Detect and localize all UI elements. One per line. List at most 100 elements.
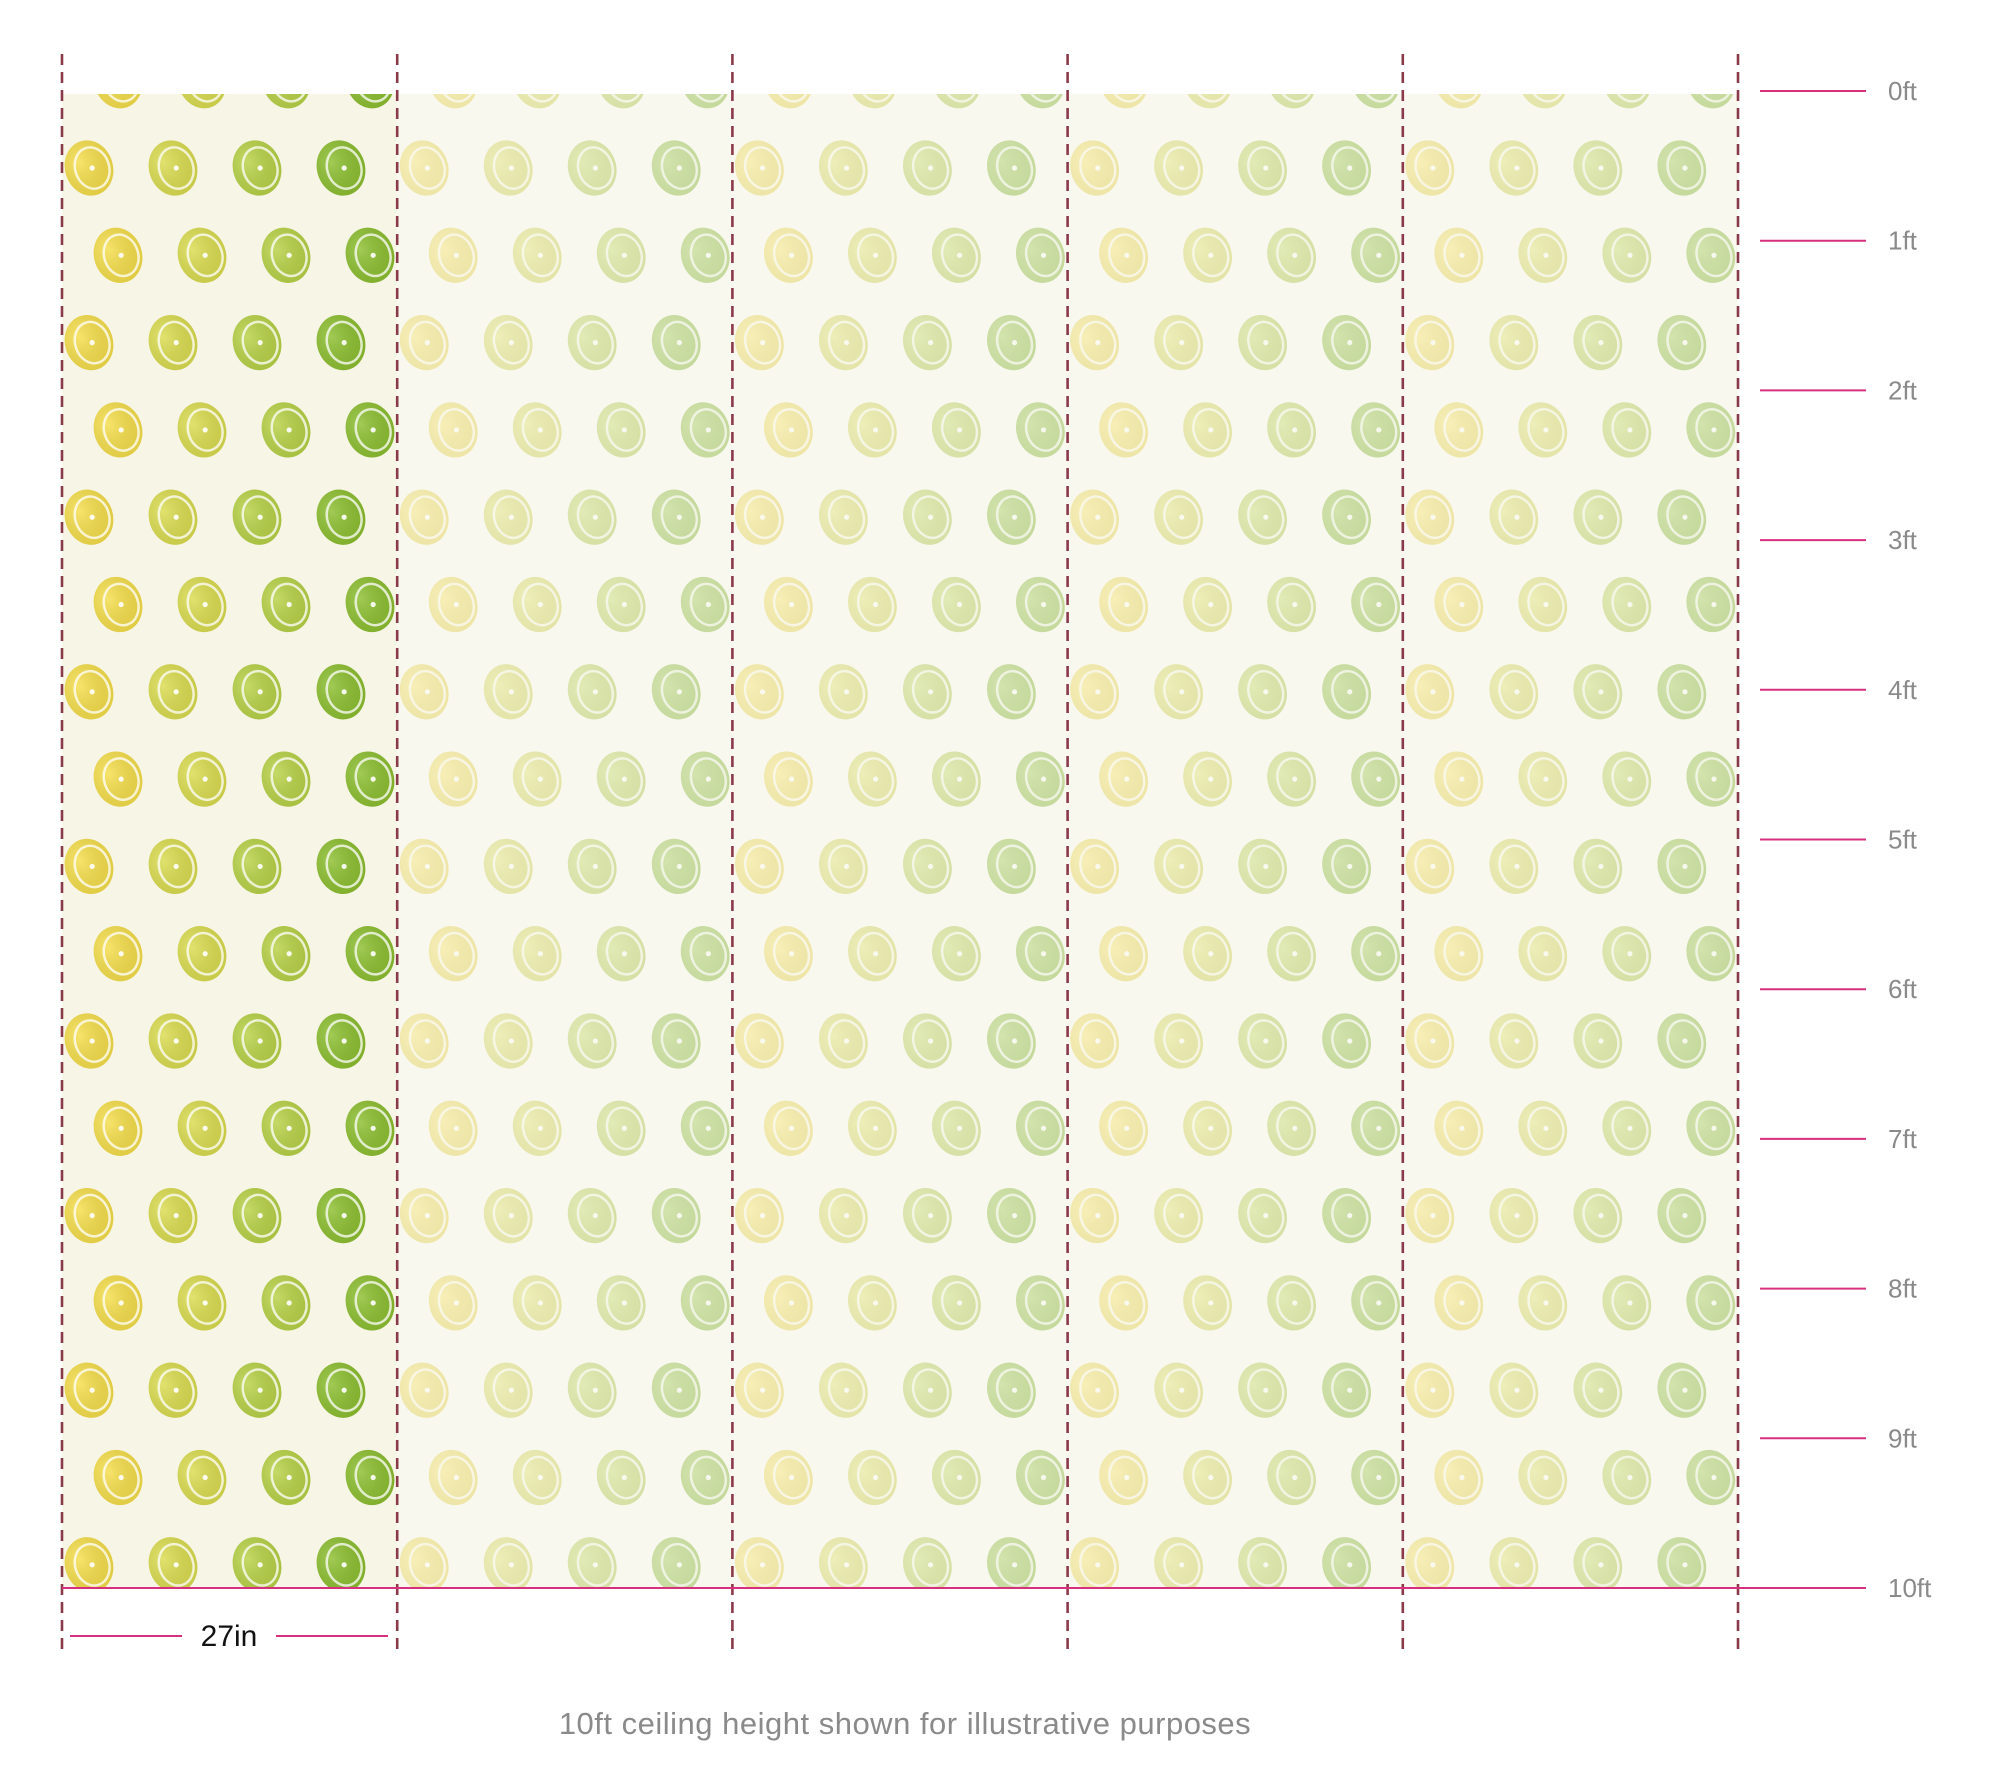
citrus-half-icon: [651, 1362, 701, 1418]
citrus-half-icon: [986, 1362, 1036, 1418]
citrus-half-icon: [1434, 227, 1484, 283]
citrus-half-icon: [1573, 314, 1623, 371]
citrus-half-icon: [87, 1618, 150, 1686]
citrus-half-icon: [986, 314, 1036, 371]
citrus-half-icon: [596, 402, 646, 458]
citrus-half-icon: [1154, 1362, 1204, 1418]
citrus-half-icon: [345, 1449, 395, 1506]
citrus-half-icon: [1154, 838, 1204, 895]
citrus-half-icon: [1070, 838, 1120, 895]
citrus-half-icon: [1154, 1537, 1204, 1588]
citrus-half-icon: [1518, 227, 1568, 283]
citrus-half-icon: [1602, 1449, 1652, 1506]
citrus-half-icon: [1489, 314, 1539, 371]
citrus-half-icon: [847, 1275, 897, 1331]
citrus-half-icon: [1238, 314, 1288, 371]
citrus-half-icon: [1009, 1618, 1072, 1686]
citrus-half-icon: [177, 576, 227, 633]
citrus-half-icon: [763, 1275, 813, 1331]
citrus-half-icon: [422, 1618, 485, 1686]
citrus-half-icon: [64, 1013, 114, 1069]
citrus-pattern: [399, 94, 730, 1686]
citrus-half-icon: [763, 1100, 813, 1156]
citrus-half-icon: [680, 926, 730, 982]
citrus-half-icon: [345, 926, 395, 982]
citrus-half-icon: [428, 576, 478, 633]
citrus-half-icon: [567, 140, 617, 196]
height-label-1ft: 1ft: [1888, 226, 1918, 256]
citrus-half-icon: [1099, 576, 1149, 633]
citrus-half-icon: [316, 1362, 366, 1418]
citrus-half-icon: [902, 664, 952, 720]
citrus-half-icon: [1154, 1187, 1204, 1244]
citrus-half-icon: [1183, 1275, 1233, 1331]
citrus-half-icon: [1099, 1275, 1149, 1331]
citrus-half-icon: [1518, 926, 1568, 982]
citrus-half-icon: [1322, 1013, 1372, 1069]
citrus-half-icon: [345, 751, 395, 807]
citrus-half-icon: [1351, 402, 1401, 458]
citrus-half-icon: [316, 1187, 366, 1244]
citrus-half-icon: [596, 227, 646, 283]
citrus-half-icon: [931, 576, 981, 633]
citrus-half-icon: [1405, 1537, 1455, 1588]
citrus-half-icon: [1518, 94, 1568, 109]
citrus-half-icon: [1434, 751, 1484, 807]
citrus-half-icon: [64, 838, 114, 895]
citrus-half-icon: [596, 1100, 646, 1156]
citrus-half-icon: [1405, 489, 1455, 545]
citrus-half-icon: [818, 140, 868, 196]
citrus-half-icon: [1267, 227, 1317, 283]
panel-width-label: 27in: [201, 1620, 258, 1653]
citrus-half-icon: [1070, 1362, 1120, 1418]
citrus-half-icon: [1434, 402, 1484, 458]
citrus-half-icon: [255, 1618, 318, 1686]
citrus-half-icon: [651, 1187, 701, 1244]
citrus-half-icon: [148, 1013, 198, 1069]
citrus-half-icon: [148, 1362, 198, 1418]
citrus-half-icon: [1351, 926, 1401, 982]
citrus-half-icon: [1405, 1013, 1455, 1069]
citrus-half-icon: [1015, 1449, 1065, 1506]
citrus-half-icon: [1176, 1618, 1239, 1686]
citrus-half-icon: [931, 227, 981, 283]
height-label-6ft: 6ft: [1888, 974, 1918, 1004]
citrus-half-icon: [902, 1362, 952, 1418]
citrus-half-icon: [931, 1275, 981, 1331]
citrus-half-icon: [93, 1275, 143, 1331]
citrus-half-icon: [1602, 751, 1652, 807]
citrus-half-icon: [1070, 1013, 1120, 1069]
citrus-half-icon: [567, 1013, 617, 1069]
citrus-half-icon: [93, 576, 143, 633]
citrus-half-icon: [1573, 489, 1623, 545]
citrus-pattern: [734, 94, 1072, 1686]
citrus-half-icon: [428, 1275, 478, 1331]
citrus-half-icon: [986, 1537, 1036, 1588]
citrus-half-icon: [651, 489, 701, 545]
citrus-half-icon: [1351, 576, 1401, 633]
citrus-half-icon: [1099, 1100, 1149, 1156]
citrus-half-icon: [232, 1013, 282, 1069]
citrus-half-icon: [1518, 1100, 1568, 1156]
citrus-half-icon: [1070, 140, 1120, 196]
citrus-half-icon: [1518, 1449, 1568, 1506]
citrus-half-icon: [1092, 1618, 1155, 1686]
citrus-half-icon: [399, 664, 449, 720]
height-label-0ft: 0ft: [1888, 76, 1918, 106]
citrus-half-icon: [1322, 1187, 1372, 1244]
citrus-half-icon: [399, 838, 449, 895]
citrus-half-icon: [1434, 576, 1484, 633]
citrus-half-icon: [232, 489, 282, 545]
citrus-half-icon: [1322, 140, 1372, 196]
citrus-half-icon: [1322, 838, 1372, 895]
citrus-half-icon: [651, 1537, 701, 1588]
citrus-half-icon: [818, 838, 868, 895]
citrus-half-icon: [428, 402, 478, 458]
citrus-half-icon: [1015, 751, 1065, 807]
citrus-half-icon: [483, 1362, 533, 1418]
citrus-half-icon: [148, 1537, 198, 1588]
citrus-half-icon: [93, 751, 143, 807]
citrus-half-icon: [763, 227, 813, 283]
citrus-half-icon: [1434, 1449, 1484, 1506]
citrus-half-icon: [1344, 1618, 1407, 1686]
